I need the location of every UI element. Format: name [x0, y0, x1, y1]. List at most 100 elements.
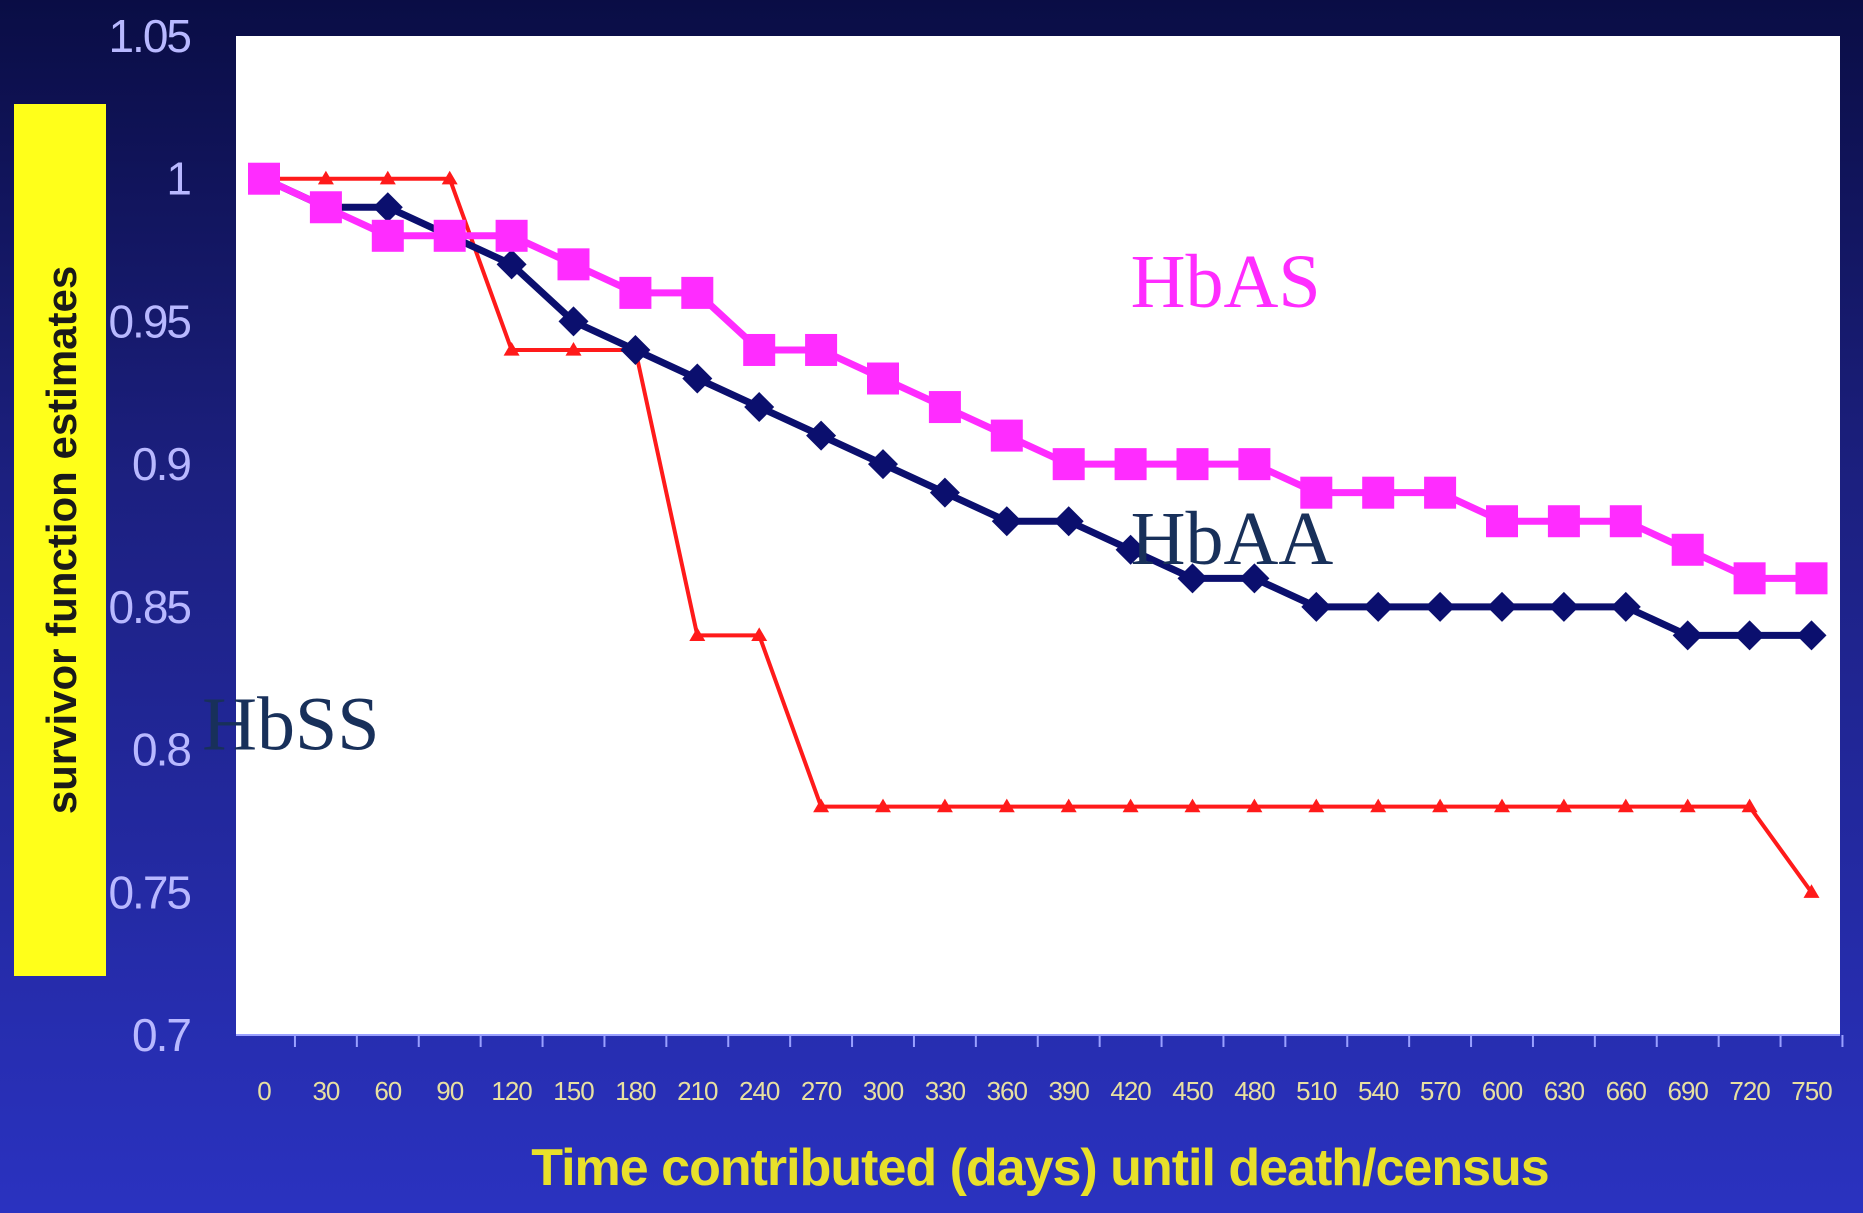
data-point	[1486, 505, 1518, 538]
data-point	[990, 419, 1023, 452]
y-tick-label: 0.7	[132, 1009, 190, 1061]
x-tick-label: 240	[739, 1076, 780, 1106]
y-tick-label: 1	[166, 153, 190, 205]
data-point	[867, 362, 899, 395]
x-tick-label: 210	[677, 1076, 718, 1106]
y-tick-label: 0.85	[108, 581, 190, 633]
y-axis-label: survivor function estimates	[38, 266, 85, 814]
data-point	[936, 798, 953, 813]
data-point	[379, 170, 396, 185]
x-tick-label: 630	[1544, 1076, 1585, 1106]
data-point	[371, 219, 404, 252]
y-tick-label: 1.05	[108, 10, 190, 62]
data-point	[1177, 563, 1208, 594]
data-point	[875, 798, 891, 813]
data-point	[1733, 562, 1766, 595]
data-point	[1308, 798, 1325, 813]
plot-area	[236, 36, 1840, 1035]
x-tick-label: 510	[1296, 1076, 1337, 1106]
x-axis-label: Time contributed (days) until death/cens…	[531, 1139, 1548, 1197]
series-annotations: HbAS HbAA HbSS	[202, 240, 1333, 766]
data-point	[1548, 591, 1579, 622]
data-point	[1671, 533, 1704, 566]
data-point	[1734, 620, 1765, 651]
x-tick-label: 420	[1110, 1076, 1151, 1106]
x-tick-label: 540	[1358, 1076, 1399, 1106]
y-tick-label: 0.95	[108, 295, 190, 347]
data-point	[433, 219, 466, 252]
data-point	[496, 249, 527, 280]
series-line-hbss	[264, 176, 1814, 894]
data-point	[1672, 620, 1703, 651]
x-tick-label: 150	[553, 1076, 594, 1106]
data-point	[317, 170, 334, 185]
data-point	[1184, 798, 1201, 813]
data-point	[806, 420, 837, 451]
data-point	[503, 341, 520, 356]
x-tick-label: 720	[1729, 1076, 1770, 1106]
data-point	[565, 341, 582, 356]
data-point	[868, 449, 898, 480]
x-tick-label: 180	[615, 1076, 656, 1106]
data-point	[1238, 448, 1271, 481]
data-point	[1796, 620, 1827, 651]
data-point	[1370, 798, 1387, 813]
y-tick-labels: 0.7 0.75 0.8 0.85 0.9 0.95 1 1.05	[108, 10, 192, 1061]
data-point	[1176, 448, 1209, 481]
data-point	[1301, 591, 1332, 622]
data-point	[998, 798, 1015, 813]
x-tick-label: 390	[1049, 1076, 1090, 1106]
x-tick-label: 0	[257, 1076, 271, 1106]
x-tick-label: 360	[987, 1076, 1028, 1106]
data-point	[1114, 448, 1147, 481]
data-point	[1494, 798, 1510, 813]
x-tick-label: 300	[863, 1076, 904, 1106]
x-tick-label: 690	[1668, 1076, 1709, 1106]
data-point	[813, 798, 830, 813]
data-point	[1115, 534, 1146, 565]
data-point	[1610, 591, 1641, 622]
data-point	[1803, 884, 1820, 898]
data-point	[1547, 505, 1580, 538]
data-point	[682, 363, 713, 394]
data-point	[1060, 798, 1077, 813]
series-label-hbaa: HbAA	[1131, 497, 1334, 581]
data-point	[1679, 798, 1696, 813]
data-point	[1617, 798, 1634, 813]
data-point	[1432, 798, 1449, 813]
data-point	[928, 391, 961, 424]
series-hbas	[248, 162, 1828, 595]
data-point	[1424, 476, 1457, 509]
data-point	[309, 191, 342, 224]
data-point	[743, 333, 776, 366]
data-point	[558, 306, 589, 337]
data-point	[681, 276, 714, 309]
series-label-hbss: HbSS	[202, 683, 379, 767]
data-point	[991, 506, 1022, 537]
x-tick-label: 570	[1420, 1076, 1461, 1106]
x-tick-label: 600	[1482, 1076, 1523, 1106]
x-tick-label: 660	[1606, 1076, 1647, 1106]
x-tick-label: 330	[925, 1076, 966, 1106]
data-point	[1741, 798, 1758, 813]
x-tick-label: 750	[1791, 1076, 1832, 1106]
data-point	[1053, 506, 1084, 537]
data-point	[929, 477, 960, 508]
x-tick-labels: 0 30 60 90 120 150 180 210 240 270 300 330 360 390 420…	[257, 1076, 1833, 1106]
y-tick-label: 0.8	[132, 724, 190, 776]
y-tick-label: 0.75	[108, 866, 190, 918]
data-point	[495, 219, 528, 252]
x-tick-label: 120	[491, 1076, 532, 1106]
data-point	[1052, 448, 1085, 481]
data-point	[1487, 591, 1517, 622]
x-tick-label: 270	[801, 1076, 842, 1106]
data-point	[1362, 476, 1395, 509]
data-point	[557, 248, 590, 281]
data-point	[441, 170, 458, 185]
x-tick-label: 60	[374, 1076, 401, 1106]
data-point	[248, 162, 280, 195]
data-point	[1609, 505, 1642, 538]
series-layer	[248, 162, 1828, 898]
data-point	[620, 334, 651, 365]
